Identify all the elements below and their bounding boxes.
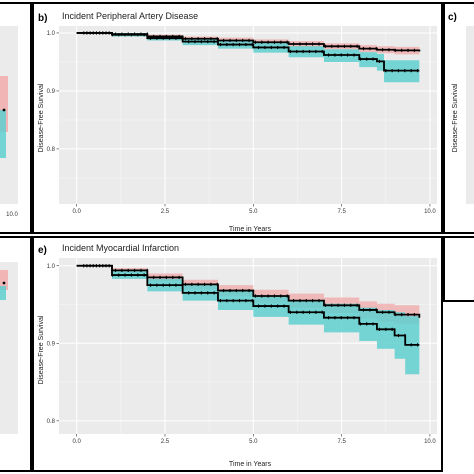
panel-c-plot-fragment (466, 26, 474, 204)
panel-e-x-tick-label: 0.0 (72, 439, 81, 445)
panel-b-y-tick-label: 1.0 (47, 31, 56, 37)
panel-e-series-2-line (76, 264, 420, 346)
panel-e-y-tick-label: 0.9 (47, 341, 56, 347)
panel-e-x-tick-label: 7.5 (337, 439, 346, 445)
panel-e-y-tick-label: 1.0 (47, 264, 56, 270)
panel-b-x-tick-label: 10.0 (424, 209, 436, 215)
panel-e-series-2-confidence-band (76, 265, 420, 376)
panel-b-y-axis-label: Disease-Free Survival (38, 83, 45, 152)
panel-b-x-tick-label: 2.5 (161, 209, 170, 215)
panel-a-plot-fragment (0, 26, 18, 204)
panel-left-bottom-border (0, 236, 32, 472)
panel-e-title: Incident Myocardial Infarction (62, 243, 179, 253)
panel-a-point-fragment (2, 108, 6, 112)
panel-e-x-tick-label: 10.0 (424, 439, 436, 445)
panel-d-plot-fragment (0, 262, 18, 434)
panel-e-letter: e) (38, 245, 47, 256)
panel-b-x-tick-label: 0.0 (72, 209, 81, 215)
panel-b-chart: b) Incident Peripheral Artery Disease Di… (38, 11, 437, 233)
panel-c-y-axis-label: Disease-Free Survival (452, 83, 459, 152)
panel-b-series-2-confidence-band (76, 32, 420, 86)
panel-e-x-tick-label: 5.0 (249, 439, 258, 445)
panel-b-y-tick-label: 0.8 (47, 147, 56, 153)
panel-d-point-fragment (2, 281, 6, 285)
panel-a-teal-band-fragment (0, 110, 6, 158)
panel-b-x-axis-label: Time in Years (229, 226, 272, 233)
panel-e-x-tick-label: 2.5 (161, 439, 170, 445)
panel-c-border (443, 2, 474, 234)
panel-d-teal-band-fragment (0, 286, 6, 300)
panel-b-x-tick-label: 7.5 (337, 209, 346, 215)
panel-c-letter: c) (448, 12, 457, 23)
panel-b-x-tick-label: 5.0 (249, 209, 258, 215)
panel-b-letter: b) (38, 13, 47, 24)
panel-a-tick-10: 10.0 (6, 212, 18, 218)
panel-d-red-band-fragment (0, 270, 8, 290)
panel-b-title: Incident Peripheral Artery Disease (62, 11, 198, 21)
panel-b-series-1-confidence-band (76, 32, 420, 57)
panel-f-border (443, 236, 474, 302)
panel-b-y-tick-label: 0.9 (47, 89, 56, 95)
panel-left-top-border (0, 2, 32, 234)
panel-e-x-axis-label: Time in Years (229, 461, 272, 468)
panel-e-chart: e) Incident Myocardial Infarction Diseas… (38, 243, 437, 468)
panel-b-border (32, 2, 443, 234)
panel-e-y-axis-label: Disease-Free Survival (38, 315, 45, 384)
panel-e-border (32, 236, 443, 472)
panel-e-y-tick-label: 0.8 (47, 419, 56, 425)
